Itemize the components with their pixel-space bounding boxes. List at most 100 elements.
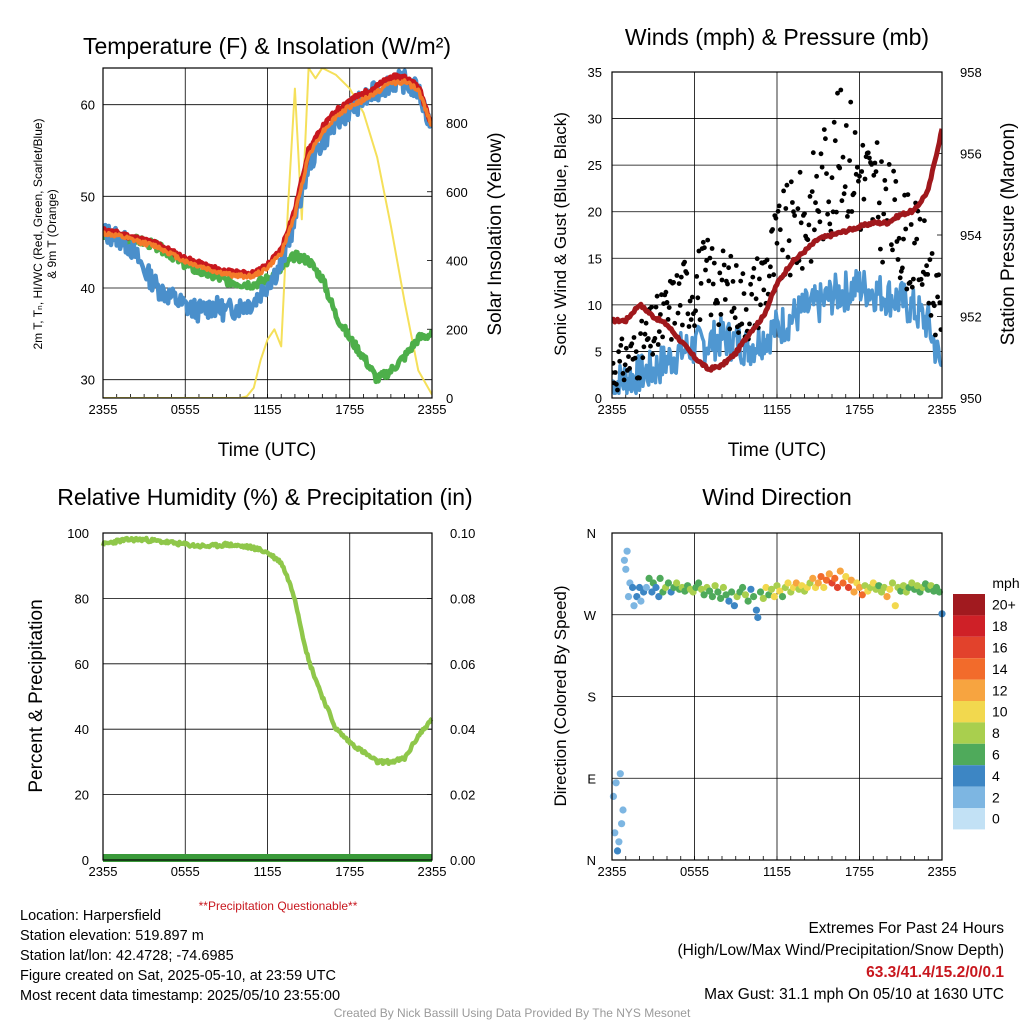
y-axis-label-left: Percent & Precipitation xyxy=(26,599,47,792)
gust-point xyxy=(706,278,712,284)
wind-direction-point xyxy=(921,580,930,588)
wind-direction-point xyxy=(861,582,869,590)
gust-point xyxy=(682,259,687,265)
wind-direction-point xyxy=(629,583,637,592)
y-right-tick-label: 0.04 xyxy=(450,722,475,737)
gust-point xyxy=(678,274,684,280)
gust-point xyxy=(694,274,700,279)
9m-t-line xyxy=(103,78,432,280)
gust-point xyxy=(669,337,674,342)
gust-point xyxy=(806,222,812,228)
plot-border xyxy=(611,71,943,399)
y-left-tick-label: 40 xyxy=(75,722,89,737)
gust-point xyxy=(817,219,823,225)
wind-direction-point xyxy=(695,579,703,587)
gust-point xyxy=(823,136,828,142)
gust-point xyxy=(935,294,940,300)
gust-point xyxy=(680,322,685,328)
x-tick-label: 2355 xyxy=(89,864,118,879)
gust-point xyxy=(837,165,843,171)
y-right-tick-label: 200 xyxy=(446,322,468,337)
y-left-tick-label: 35 xyxy=(588,65,602,80)
credit-text: Created By Nick Bassill Using Data Provi… xyxy=(333,1006,691,1020)
plot-border xyxy=(611,532,943,861)
wind-direction-point xyxy=(624,593,633,601)
gust-point xyxy=(890,247,895,253)
gust-point xyxy=(652,336,658,341)
gust-point xyxy=(729,309,735,314)
gust-point xyxy=(802,211,807,217)
gust-point xyxy=(893,179,899,184)
y-tick-label: N xyxy=(587,853,596,868)
gust-point xyxy=(924,263,929,269)
y-tick-label: E xyxy=(587,771,596,786)
legend-label: 16 xyxy=(992,640,1008,656)
x-tick-label: 0555 xyxy=(680,864,709,879)
gust-point xyxy=(649,304,654,310)
gust-point xyxy=(653,304,659,310)
gust-point xyxy=(879,159,884,165)
gust-point xyxy=(926,300,932,306)
gust-point xyxy=(703,267,708,273)
wind-direction-point xyxy=(637,597,645,605)
gust-point xyxy=(747,321,752,327)
wind-direction-point xyxy=(825,570,833,578)
wind-direction-point xyxy=(623,547,631,555)
gust-point xyxy=(937,300,942,305)
gust-point xyxy=(689,294,695,300)
wind-direction-point xyxy=(831,574,839,583)
x-tick-label: 1155 xyxy=(254,402,282,417)
wind-direction-point xyxy=(762,583,770,592)
wind-direction-point xyxy=(681,587,689,595)
gust-point xyxy=(754,256,760,262)
wind-direction-point xyxy=(697,585,706,593)
gust-point xyxy=(623,345,629,351)
wind-direction-point xyxy=(913,582,921,590)
gust-point xyxy=(872,160,878,166)
gust-point xyxy=(883,186,889,192)
y-right-tick-label: 800 xyxy=(446,116,468,131)
gust-point xyxy=(846,209,851,214)
gust-point xyxy=(865,150,871,156)
wind-direction-point xyxy=(767,585,776,593)
wind-direction-point xyxy=(833,583,842,592)
gust-point xyxy=(787,272,793,278)
wind-direction-point xyxy=(897,587,905,595)
wind-direction-point xyxy=(615,838,623,846)
wind-direction-point xyxy=(858,591,866,599)
gust-point xyxy=(688,317,694,322)
gust-point xyxy=(619,336,625,342)
gust-point xyxy=(908,222,914,227)
wind-direction-point xyxy=(850,588,858,596)
gust-point xyxy=(845,214,850,219)
gust-point xyxy=(640,355,646,361)
humidity-panel: Relative Humidity (%) & Precipitation (i… xyxy=(26,484,475,913)
chart-title: Wind Direction xyxy=(702,484,852,510)
gust-point xyxy=(766,273,772,279)
wind-direction-point xyxy=(664,579,673,587)
gust-point xyxy=(727,326,733,332)
gust-point xyxy=(700,239,706,245)
gust-point xyxy=(861,196,867,202)
gust-point xyxy=(851,190,857,196)
wind-direction-point xyxy=(842,573,850,581)
gust-point xyxy=(814,173,819,179)
gust-point xyxy=(650,351,656,357)
plot-border xyxy=(102,67,433,399)
wind-direction-point xyxy=(836,567,844,575)
extremes-values: 63.3/41.4/15.2/0/0.1 xyxy=(866,964,1004,981)
wind-direction-point xyxy=(770,593,778,601)
gust-point xyxy=(799,266,805,271)
y-axis-label-right: Station Pressure (Maroon) xyxy=(998,123,1019,346)
wind-direction-point xyxy=(784,579,792,587)
gust-point xyxy=(665,317,671,322)
y-axis-label-left: Sonic Wind & Gust (Blue, Black) xyxy=(551,112,570,356)
legend-swatch xyxy=(953,743,985,766)
gust-point xyxy=(874,140,880,146)
gust-point xyxy=(614,381,619,387)
wind-direction-point xyxy=(613,847,622,855)
y-tick-label: S xyxy=(587,690,596,705)
x-tick-label: 1755 xyxy=(845,864,874,879)
gust-point xyxy=(938,327,942,332)
